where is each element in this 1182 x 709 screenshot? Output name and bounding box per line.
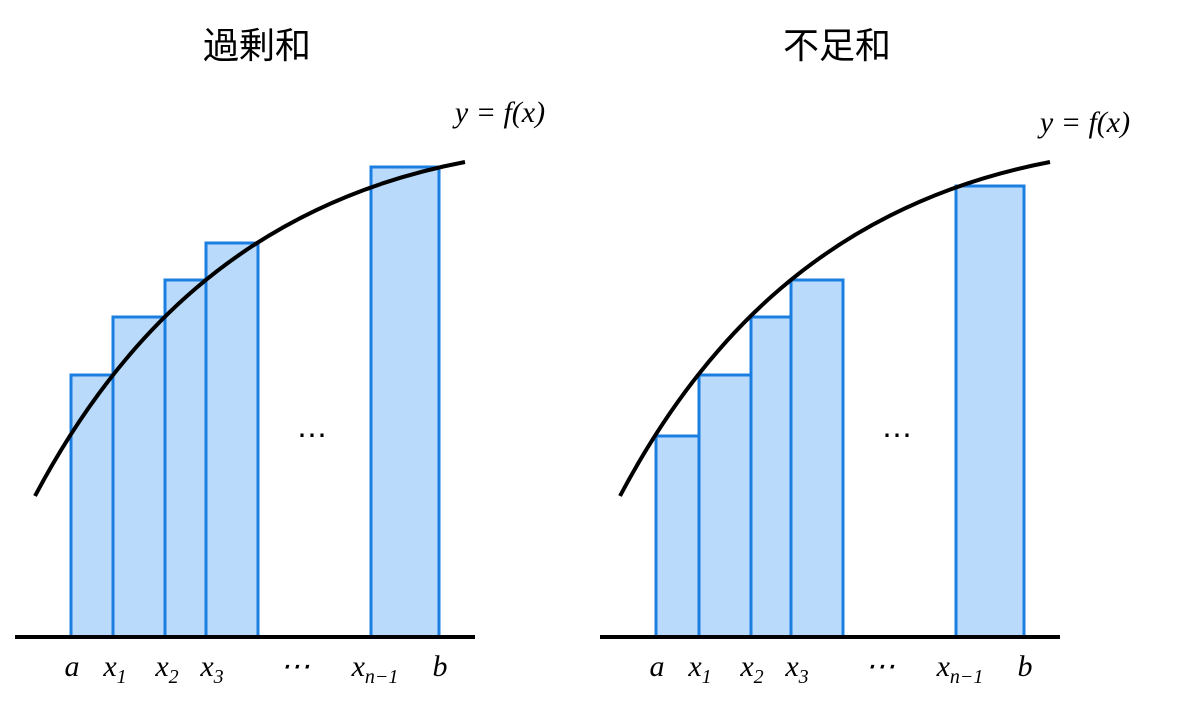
x-label: x3 — [784, 650, 808, 688]
sum-rectangle — [697, 373, 753, 639]
sum-rectangle — [654, 434, 701, 639]
sum-rectangle — [369, 165, 441, 639]
x-label-subscript: 3 — [798, 666, 809, 688]
x-label-base: x — [739, 650, 754, 683]
x-label: ⋯ — [865, 650, 895, 683]
x-label: xn−1 — [351, 650, 399, 688]
x-label-subscript: 2 — [754, 666, 764, 688]
x-label: ⋯ — [280, 650, 310, 683]
x-label: a — [650, 650, 665, 683]
panel-title: 過剰和 — [203, 26, 311, 67]
x-label-base: b — [1018, 650, 1033, 683]
ellipsis: ⋯ — [297, 419, 327, 452]
x-label-base: x — [351, 650, 366, 683]
sum-rectangle — [69, 373, 115, 639]
x-label-base: x — [784, 650, 799, 683]
sum-rectangle — [163, 278, 208, 639]
x-label: a — [65, 650, 80, 683]
curve — [618, 160, 1051, 497]
x-label-subscript: 2 — [169, 666, 179, 688]
x-label: x3 — [199, 650, 223, 688]
sum-rectangle — [111, 315, 167, 639]
curve-label: y = f(x) — [1037, 106, 1130, 139]
x-label-subscript: n−1 — [365, 666, 399, 688]
x-label-subscript: n−1 — [950, 666, 984, 688]
x-label: b — [1018, 650, 1033, 683]
x-label-subscript: 1 — [117, 666, 127, 688]
x-label-base: b — [433, 650, 448, 683]
x-label: x1 — [687, 650, 711, 688]
x-label-base: x — [102, 650, 117, 683]
curve — [33, 160, 466, 497]
curve-label: y = f(x) — [452, 96, 545, 129]
x-label-base: x — [199, 650, 214, 683]
sum-rectangle — [204, 241, 260, 639]
x-label-subscript: 1 — [702, 666, 712, 688]
sum-rectangle — [749, 315, 793, 639]
x-label: x2 — [739, 650, 763, 688]
x-label: x2 — [154, 650, 178, 688]
x-label: x1 — [102, 650, 126, 688]
ellipsis: ⋯ — [882, 419, 912, 452]
x-label-base: x — [936, 650, 951, 683]
x-label-base: a — [65, 650, 80, 683]
x-label: xn−1 — [936, 650, 984, 688]
x-label: b — [433, 650, 448, 683]
x-label-base: a — [650, 650, 665, 683]
sum-rectangle — [789, 278, 845, 639]
x-label-base: x — [154, 650, 169, 683]
x-label-base: ⋯ — [280, 650, 310, 683]
x-label-subscript: 3 — [213, 666, 224, 688]
x-label-base: x — [687, 650, 702, 683]
panel-title: 不足和 — [783, 26, 891, 67]
sum-rectangle — [954, 184, 1026, 639]
x-label-base: ⋯ — [865, 650, 895, 683]
